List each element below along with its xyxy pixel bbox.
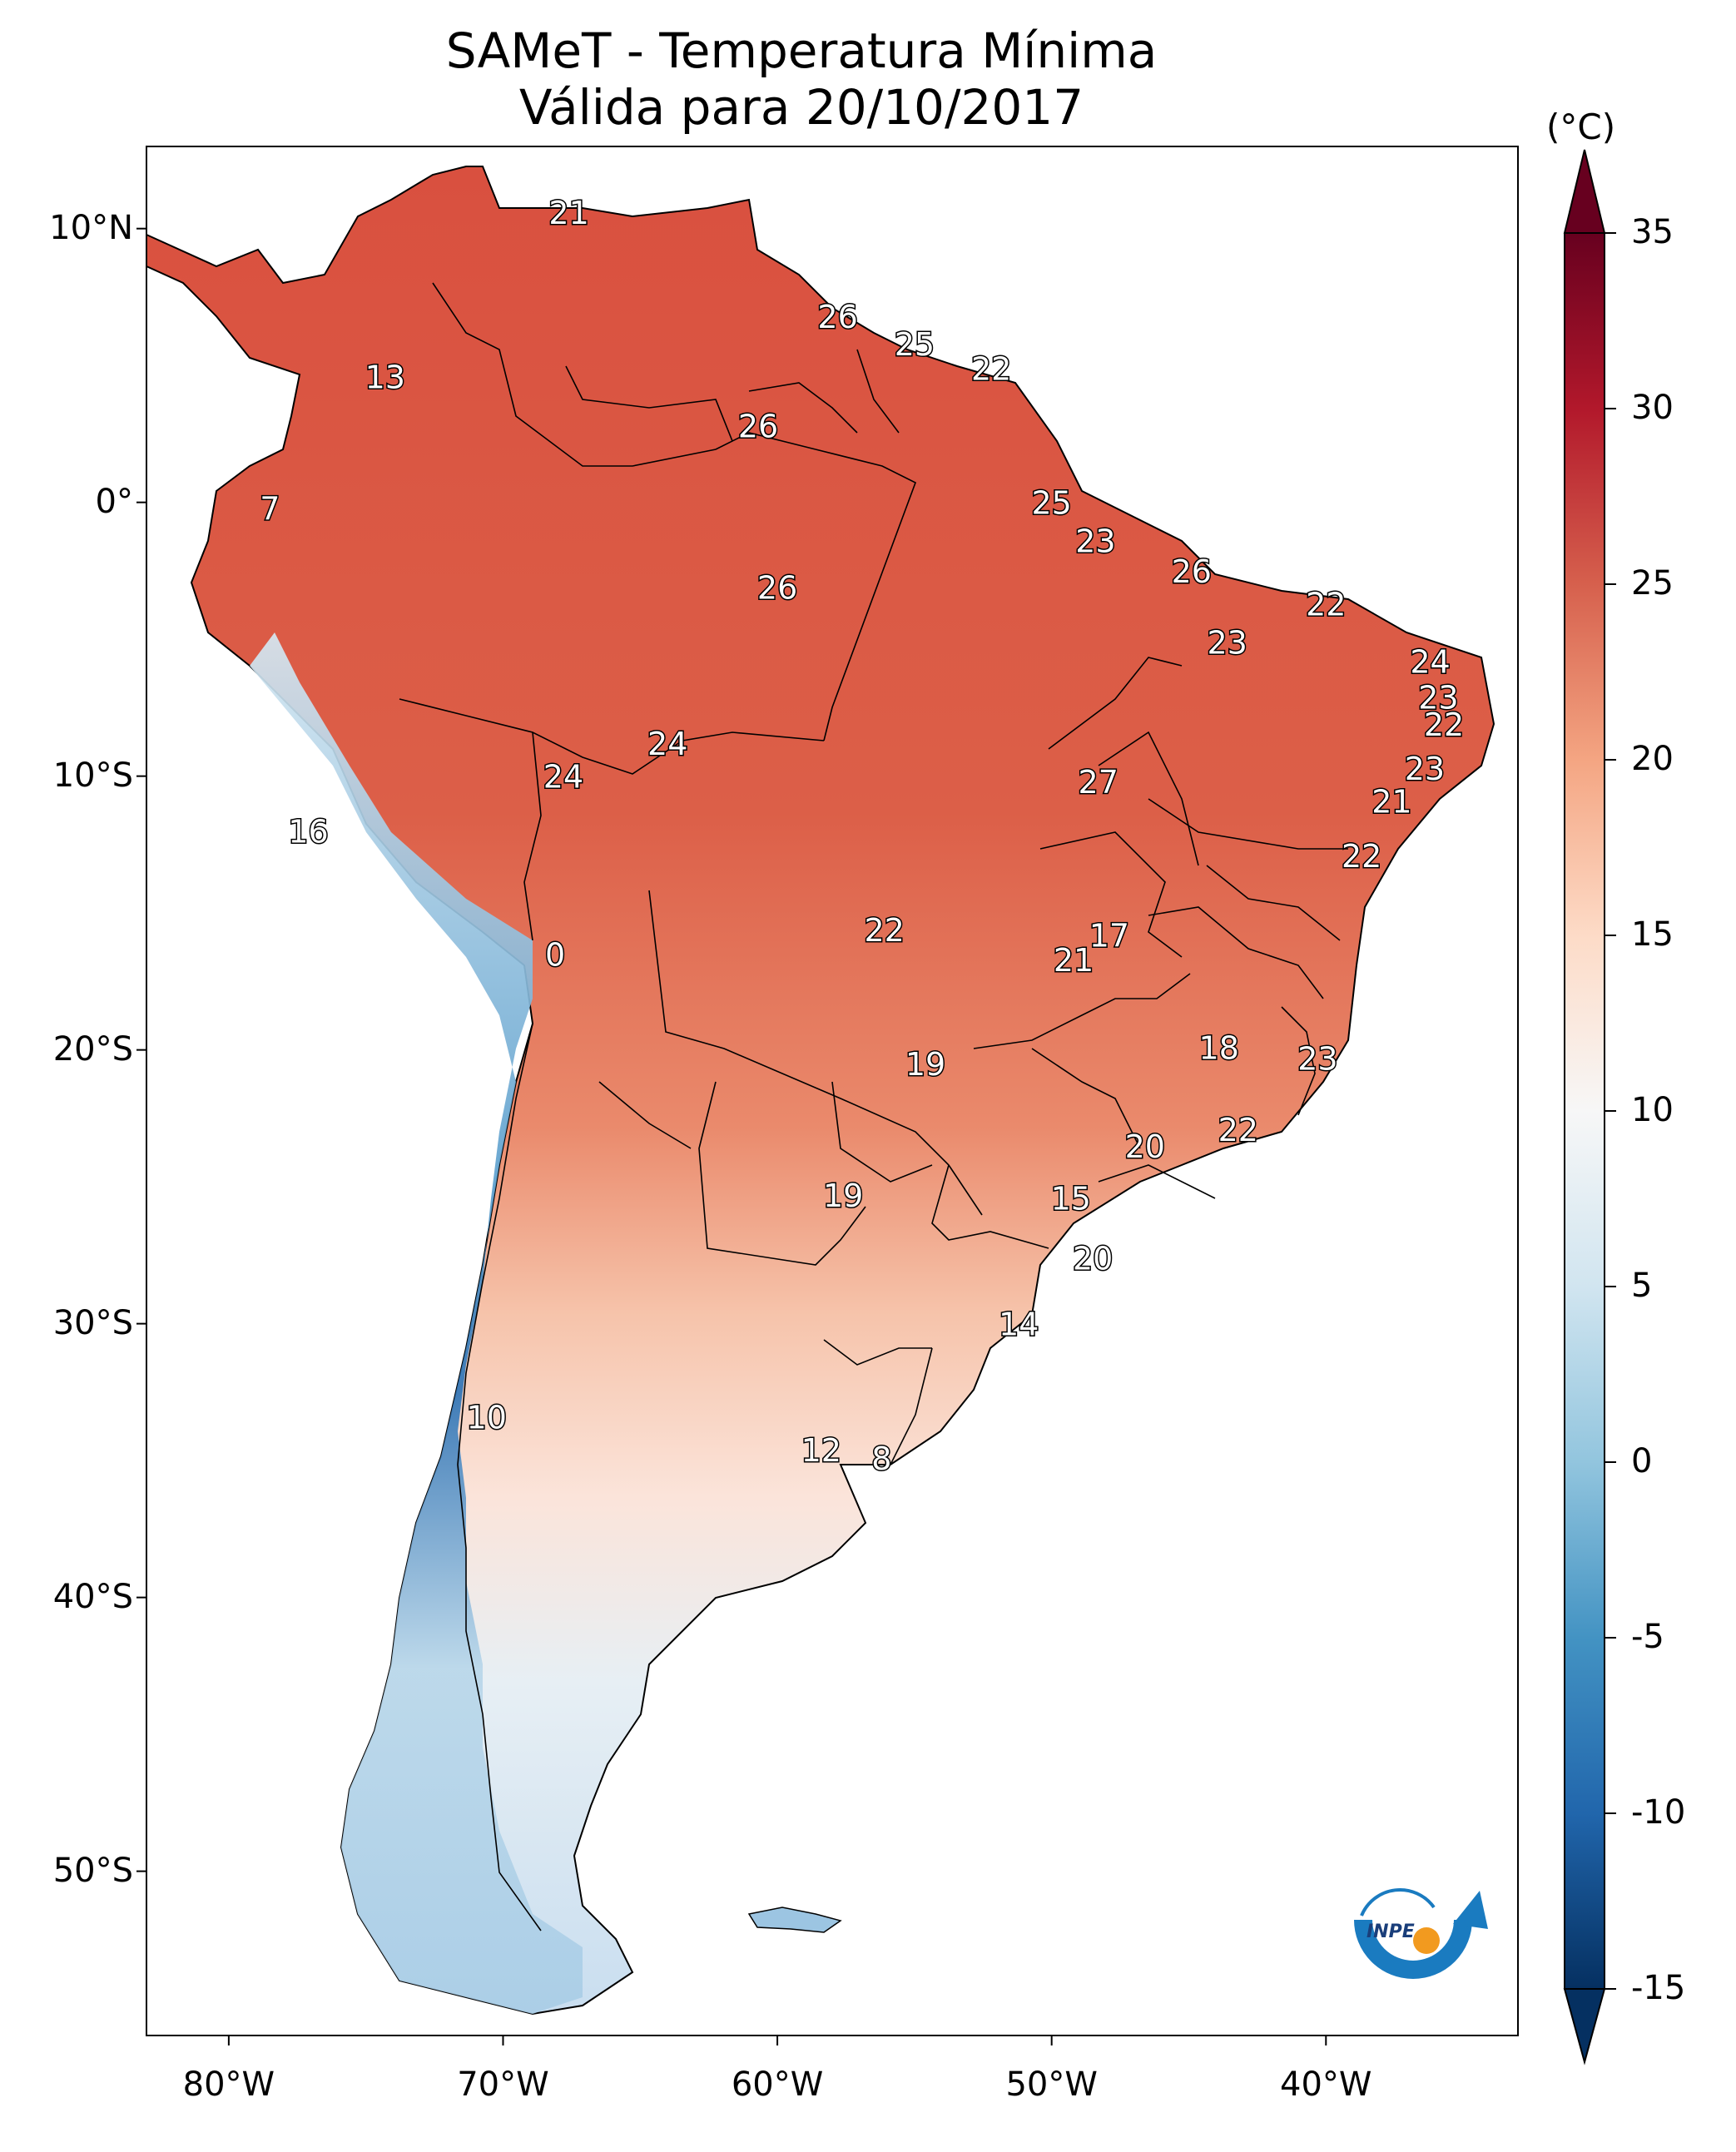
lon-tick-label: 60°W <box>731 2065 824 2104</box>
station-value-label: 10 <box>467 1399 507 1435</box>
station-labels: 2113726252226252326222623242322232122242… <box>259 193 1466 1478</box>
falkland-islands <box>747 1907 842 1933</box>
station-value-label: 25 <box>1032 485 1072 522</box>
station-value-label: 14 <box>999 1307 1039 1343</box>
station-value-label: 16 <box>288 813 328 850</box>
colorbar-tick-label: 25 <box>1631 564 1674 602</box>
colorbar-top-extension <box>1563 149 1606 234</box>
station-value-label: 18 <box>1199 1029 1239 1066</box>
lat-tick-label: 0° <box>95 482 133 521</box>
colorbar-tick-label: -5 <box>1631 1618 1664 1656</box>
station-value-label: 22 <box>864 912 904 949</box>
lon-tick-label: 40°W <box>1280 2065 1372 2104</box>
country-borders <box>399 282 1348 1931</box>
andes-cold-region <box>250 632 583 2014</box>
figure-title: SAMeT - Temperatura Mínima <box>445 22 1158 79</box>
station-value-label: 20 <box>1125 1128 1165 1165</box>
station-value-label: 26 <box>817 299 857 335</box>
station-value-label: 24 <box>1410 643 1450 680</box>
station-value-label: 21 <box>548 195 588 231</box>
station-value-label: 19 <box>905 1046 945 1083</box>
station-value-label: 23 <box>1075 523 1115 560</box>
lat-tick-label: 10°N <box>49 208 133 247</box>
colorbar-tick-label: -10 <box>1631 1793 1686 1832</box>
station-value-label: 19 <box>823 1178 863 1214</box>
lat-tick-label: 30°S <box>52 1303 133 1342</box>
station-value-label: 15 <box>1051 1180 1091 1217</box>
station-value-label: 21 <box>1371 783 1411 820</box>
station-value-label: 0 <box>545 937 565 974</box>
station-value-label: 25 <box>895 326 935 363</box>
logo-dot <box>1413 1927 1440 1954</box>
logo-text: INPE <box>1366 1921 1415 1942</box>
lat-tick-label: 20°S <box>52 1029 133 1069</box>
station-value-label: 21 <box>1054 942 1094 979</box>
lon-tick-label: 50°W <box>1005 2065 1098 2104</box>
station-value-label: 23 <box>1207 624 1247 661</box>
logo-thin-arc <box>1360 1888 1436 1916</box>
inpe-logo: INPE <box>1354 1888 1488 1979</box>
colorbar-unit: (°C) <box>1546 107 1616 147</box>
colorbar-tick-label: 0 <box>1631 1442 1653 1480</box>
colorbar-tick-label: 30 <box>1631 389 1674 427</box>
lat-tick-label: 50°S <box>52 1851 133 1890</box>
station-value-label: 26 <box>1172 553 1212 590</box>
station-value-label: 22 <box>1218 1112 1258 1148</box>
colorbar-tick-label: 15 <box>1631 915 1674 954</box>
station-value-label: 20 <box>1073 1241 1113 1277</box>
station-value-label: 22 <box>1306 586 1346 622</box>
lat-tick-label: 10°S <box>52 756 133 795</box>
logo-arc <box>1354 1919 1472 1979</box>
station-value-label: 13 <box>365 359 405 395</box>
station-value-label: 26 <box>757 570 797 607</box>
figure-subtitle: Válida para 20/10/2017 <box>518 79 1084 136</box>
station-value-label: 7 <box>260 490 280 527</box>
station-value-label: 22 <box>971 350 1011 387</box>
colorbar <box>1563 149 1616 2065</box>
lat-tick-label: 40°S <box>52 1577 133 1616</box>
station-value-label: 22 <box>1342 838 1381 875</box>
station-value-label: 8 <box>871 1440 891 1477</box>
station-value-label: 23 <box>1297 1041 1337 1078</box>
station-value-label: 12 <box>801 1432 841 1469</box>
lon-tick-label: 80°W <box>182 2065 275 2104</box>
colorbar-tick-label: 20 <box>1631 740 1674 778</box>
station-value-label: 23 <box>1418 679 1458 716</box>
colorbar-tick-label: 5 <box>1631 1267 1653 1305</box>
colorbar-body <box>1564 232 1605 1990</box>
colorbar-bottom-extension <box>1563 1988 1606 2065</box>
station-value-label: 24 <box>543 759 583 796</box>
station-value-label: 24 <box>647 726 687 762</box>
colorbar-tick-label: 10 <box>1631 1091 1674 1129</box>
lon-tick-label: 70°W <box>457 2065 549 2104</box>
station-value-label: 26 <box>738 409 778 445</box>
colorbar-tick-label: -15 <box>1631 1969 1686 2007</box>
station-value-label: 17 <box>1089 917 1129 954</box>
logo-arrow <box>1453 1891 1488 1929</box>
station-value-label: 23 <box>1405 751 1445 787</box>
station-value-label: 27 <box>1079 764 1118 801</box>
station-value-label: 22 <box>1424 707 1464 743</box>
colorbar-tick-label: 35 <box>1631 213 1674 251</box>
